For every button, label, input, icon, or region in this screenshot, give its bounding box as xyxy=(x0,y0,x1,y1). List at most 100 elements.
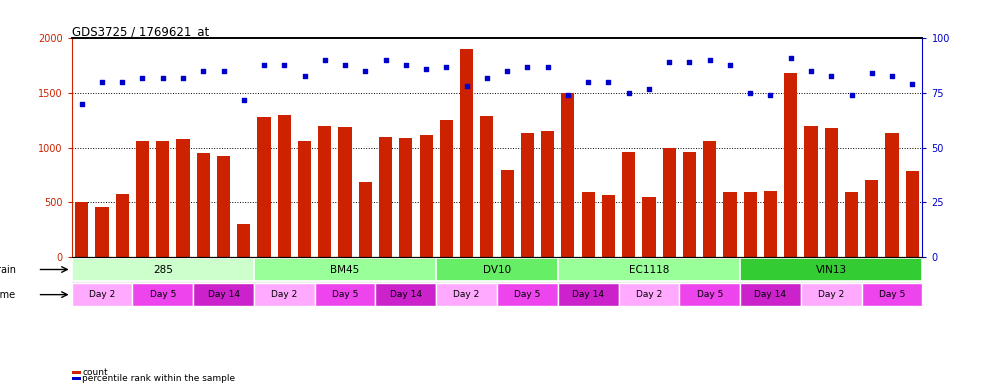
Point xyxy=(256,61,272,68)
Bar xyxy=(359,182,372,257)
Bar xyxy=(95,207,108,257)
Point xyxy=(94,79,110,85)
Point xyxy=(600,79,616,85)
Text: Day 5: Day 5 xyxy=(697,290,723,299)
Bar xyxy=(642,197,655,257)
Text: Day 14: Day 14 xyxy=(754,290,786,299)
Bar xyxy=(339,127,352,257)
Bar xyxy=(238,224,250,257)
Point xyxy=(74,101,89,107)
Bar xyxy=(217,156,230,257)
Bar xyxy=(886,134,899,257)
Text: BM45: BM45 xyxy=(330,265,360,275)
Bar xyxy=(562,93,575,257)
Point xyxy=(702,57,718,63)
Bar xyxy=(679,283,741,306)
Point xyxy=(520,64,536,70)
Bar xyxy=(318,126,331,257)
Bar xyxy=(436,258,558,281)
Bar xyxy=(376,283,436,306)
Point xyxy=(864,70,880,76)
Bar xyxy=(277,115,291,257)
Point xyxy=(783,55,799,61)
Bar xyxy=(298,141,311,257)
Text: time: time xyxy=(0,290,16,300)
Bar xyxy=(741,258,922,281)
Point xyxy=(155,74,171,81)
Bar xyxy=(257,117,270,257)
Text: Day 2: Day 2 xyxy=(271,290,297,299)
Point xyxy=(560,92,576,98)
Point xyxy=(682,60,698,66)
Text: count: count xyxy=(83,368,108,377)
Bar xyxy=(439,120,453,257)
Point xyxy=(499,68,515,74)
Point xyxy=(823,73,839,79)
Point xyxy=(540,64,556,70)
Bar xyxy=(72,283,132,306)
Point xyxy=(722,61,738,68)
Bar xyxy=(115,194,129,257)
Point xyxy=(884,73,900,79)
Bar xyxy=(193,283,253,306)
Bar xyxy=(400,138,413,257)
Point xyxy=(803,68,819,74)
Point xyxy=(114,79,130,85)
Text: Day 14: Day 14 xyxy=(573,290,604,299)
Point xyxy=(580,79,596,85)
Text: Day 5: Day 5 xyxy=(514,290,541,299)
Bar xyxy=(132,283,193,306)
Bar xyxy=(156,141,169,257)
Point xyxy=(175,74,191,81)
Point xyxy=(743,90,758,96)
Text: DV10: DV10 xyxy=(483,265,511,275)
Point xyxy=(236,96,251,103)
Point xyxy=(398,61,414,68)
Point xyxy=(641,86,657,92)
Point xyxy=(905,81,920,88)
Text: VIN13: VIN13 xyxy=(816,265,847,275)
Bar xyxy=(558,258,741,281)
Bar xyxy=(315,283,376,306)
Bar xyxy=(436,283,497,306)
Bar xyxy=(845,192,858,257)
Bar xyxy=(558,283,618,306)
Text: Day 5: Day 5 xyxy=(332,290,358,299)
Bar xyxy=(906,170,918,257)
Text: Day 2: Day 2 xyxy=(88,290,115,299)
Bar xyxy=(784,73,797,257)
Bar xyxy=(825,128,838,257)
Text: Day 5: Day 5 xyxy=(149,290,176,299)
Bar xyxy=(862,283,922,306)
Bar xyxy=(501,169,514,257)
Point xyxy=(458,83,474,89)
Point xyxy=(276,61,292,68)
Bar xyxy=(663,148,676,257)
Text: Day 2: Day 2 xyxy=(818,290,844,299)
Bar xyxy=(480,116,493,257)
Bar xyxy=(379,137,393,257)
Text: strain: strain xyxy=(0,265,16,275)
Bar xyxy=(136,141,149,257)
Bar xyxy=(460,49,473,257)
Text: Day 5: Day 5 xyxy=(879,290,906,299)
Bar xyxy=(601,195,615,257)
Point xyxy=(134,74,150,81)
Bar xyxy=(741,283,801,306)
Bar xyxy=(744,192,756,257)
Text: GDS3725 / 1769621_at: GDS3725 / 1769621_at xyxy=(72,25,209,38)
Bar xyxy=(521,134,534,257)
Point xyxy=(844,92,860,98)
Point xyxy=(195,68,211,74)
Point xyxy=(418,66,434,72)
Bar xyxy=(72,258,253,281)
Bar xyxy=(804,126,818,257)
Text: 285: 285 xyxy=(153,265,173,275)
Bar xyxy=(253,283,315,306)
Bar xyxy=(801,283,862,306)
Bar xyxy=(581,192,594,257)
Bar xyxy=(703,141,717,257)
Point xyxy=(479,74,495,81)
Bar xyxy=(618,283,679,306)
Point xyxy=(438,64,454,70)
